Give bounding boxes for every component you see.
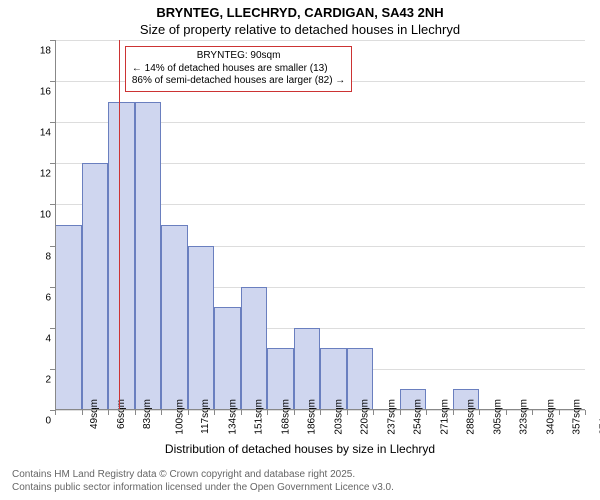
histogram-bar: [55, 225, 82, 410]
x-tick-mark: [161, 410, 162, 415]
x-tick-label: 49sqm: [89, 399, 100, 429]
y-tick-label: 6: [45, 292, 51, 303]
plot-area: 02468101214161849sqm66sqm83sqm100sqm117s…: [55, 40, 585, 410]
x-tick-label: 100sqm: [174, 399, 185, 435]
chart-title-line2: Size of property relative to detached ho…: [0, 22, 600, 37]
x-axis-line: [55, 409, 585, 410]
reference-line: [119, 40, 120, 410]
x-tick-label: 83sqm: [142, 399, 153, 429]
x-tick-label: 357sqm: [572, 399, 583, 435]
x-tick-mark: [453, 410, 454, 415]
x-tick-mark: [55, 410, 56, 415]
x-tick-mark: [188, 410, 189, 415]
x-tick-label: 134sqm: [227, 399, 238, 435]
x-tick-mark: [135, 410, 136, 415]
x-tick-mark: [400, 410, 401, 415]
chart-title-line1: BRYNTEG, LLECHRYD, CARDIGAN, SA43 2NH: [0, 5, 600, 20]
x-tick-label: 271sqm: [439, 399, 450, 435]
x-tick-label: 186sqm: [307, 399, 318, 435]
histogram-bar: [82, 163, 109, 410]
x-tick-label: 151sqm: [254, 399, 265, 435]
y-tick-label: 16: [40, 87, 51, 98]
x-tick-mark: [267, 410, 268, 415]
data-credits: Contains HM Land Registry data © Crown c…: [12, 469, 394, 494]
x-tick-label: 323sqm: [519, 399, 530, 435]
x-tick-label: 288sqm: [466, 399, 477, 435]
y-axis-line: [55, 40, 56, 410]
x-tick-mark: [82, 410, 83, 415]
annotation-title: BRYNTEG: 90sqm: [132, 50, 345, 63]
histogram-bar: [214, 307, 241, 410]
x-tick-mark: [585, 410, 586, 415]
x-tick-mark: [214, 410, 215, 415]
x-tick-label: 340sqm: [545, 399, 556, 435]
x-tick-mark: [532, 410, 533, 415]
x-tick-mark: [347, 410, 348, 415]
x-tick-label: 305sqm: [492, 399, 503, 435]
credit-line-2: Contains public sector information licen…: [12, 482, 394, 495]
histogram-bar: [161, 225, 188, 410]
x-tick-mark: [373, 410, 374, 415]
histogram-bar: [108, 102, 135, 410]
annotation-box: BRYNTEG: 90sqm← 14% of detached houses a…: [125, 46, 352, 92]
x-tick-label: 237sqm: [386, 399, 397, 435]
y-tick-label: 18: [40, 46, 51, 57]
x-tick-label: 117sqm: [200, 399, 211, 434]
y-tick-label: 8: [45, 251, 51, 262]
x-tick-label: 66sqm: [116, 399, 127, 429]
x-tick-mark: [479, 410, 480, 415]
y-tick-label: 10: [40, 210, 51, 221]
gridline: [55, 40, 585, 41]
x-tick-label: 254sqm: [413, 399, 424, 435]
x-tick-label: 220sqm: [360, 399, 371, 435]
y-tick-label: 0: [45, 416, 51, 427]
y-tick-label: 14: [40, 128, 51, 139]
x-tick-label: 203sqm: [333, 399, 344, 435]
histogram-bar: [294, 328, 321, 410]
x-tick-mark: [108, 410, 109, 415]
credit-line-1: Contains HM Land Registry data © Crown c…: [12, 469, 394, 482]
histogram-bar: [135, 102, 162, 410]
x-tick-mark: [426, 410, 427, 415]
histogram-bar: [188, 246, 215, 410]
histogram-bar: [241, 287, 268, 410]
x-tick-mark: [506, 410, 507, 415]
x-tick-mark: [294, 410, 295, 415]
x-axis-label: Distribution of detached houses by size …: [0, 442, 600, 456]
x-tick-mark: [320, 410, 321, 415]
y-tick-label: 4: [45, 333, 51, 344]
y-tick-label: 2: [45, 374, 51, 385]
annotation-line: ← 14% of detached houses are smaller (13…: [132, 63, 345, 76]
y-tick-label: 12: [40, 169, 51, 180]
x-tick-mark: [559, 410, 560, 415]
x-tick-mark: [241, 410, 242, 415]
x-tick-label: 168sqm: [280, 399, 291, 435]
annotation-line: 86% of semi-detached houses are larger (…: [132, 75, 345, 88]
